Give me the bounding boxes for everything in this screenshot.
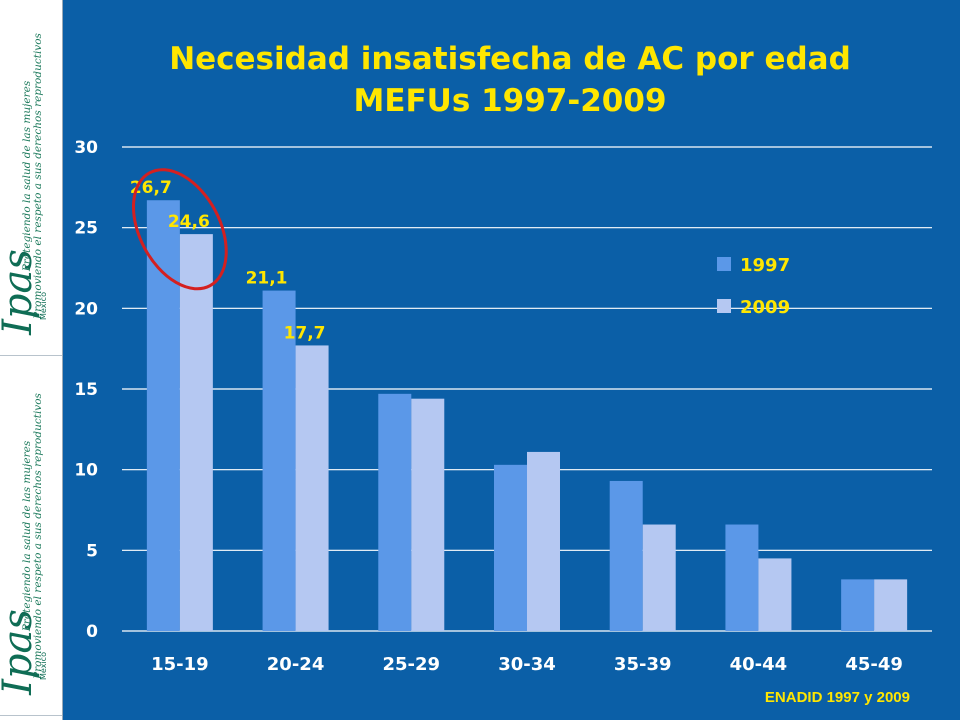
bar-1997-30-34 [494,464,527,631]
bar-1997-20-24 [262,290,296,631]
bar-1997-15-19 [146,200,180,632]
bar-1997-40-44 [725,524,759,631]
x-tick-label-45-49: 45-49 [845,654,903,675]
x-tick-label-15-19: 15-19 [151,654,209,675]
bar-2009-25-29 [411,398,445,631]
bar-2009-45-49 [874,579,908,631]
brand-block-top: Protegiendo la salud de las mujeres Prom… [0,0,62,356]
brand-block-bottom: Protegiendo la salud de las mujeres Prom… [0,360,62,716]
bar-1997-45-49 [841,579,875,631]
data-label-2009-20-24: 17,7 [284,323,326,343]
y-tick-label-10: 10 [74,461,98,481]
chart-title-line-2: MEFUs 1997-2009 [353,83,667,119]
y-tick-label-0: 0 [86,622,98,642]
x-tick-label-25-29: 25-29 [382,654,440,675]
bar-2009-20-24 [295,345,329,631]
bar-2009-15-19 [179,234,213,631]
data-label-2009-15-19: 24,6 [168,212,210,232]
side-branding-strip: Protegiendo la salud de las mujeres Prom… [0,0,63,720]
bar-1997-25-29 [378,393,412,631]
y-tick-label-5: 5 [86,541,98,561]
y-tick-label-25: 25 [74,219,98,239]
source-note: ENADID 1997 y 2009 [764,689,910,706]
legend: 1997 2009 [717,255,790,318]
x-tick-label-40-44: 40-44 [730,654,788,675]
x-tick-label-20-24: 20-24 [267,654,325,675]
y-tick-label-15: 15 [74,380,98,400]
bars [146,200,908,632]
chart-title-line-1: Necesidad insatisfecha de AC por edad [169,41,851,77]
legend-swatch-2009 [717,299,731,313]
labels: 0 5 10 15 20 25 30 15-19 20-24 25-29 30-34 35-39 40-… [74,138,903,675]
legend-swatch-1997 [717,257,731,271]
y-tick-label-30: 30 [74,138,98,158]
bar-2009-30-34 [527,451,560,631]
bar-1997-35-39 [609,480,643,631]
x-tick-label-30-34: 30-34 [498,654,556,675]
bar-2009-35-39 [642,524,676,631]
chart-title: Necesidad insatisfecha de AC por edad MEF… [70,38,950,122]
legend-label-2009: 2009 [740,297,790,318]
data-label-1997-20-24: 21,1 [246,269,288,289]
bar-2009-40-44 [758,558,792,631]
y-tick-label-20: 20 [74,299,98,319]
x-tick-label-35-39: 35-39 [614,654,672,675]
highlight-circle [131,168,228,291]
legend-label-1997: 1997 [740,255,790,276]
